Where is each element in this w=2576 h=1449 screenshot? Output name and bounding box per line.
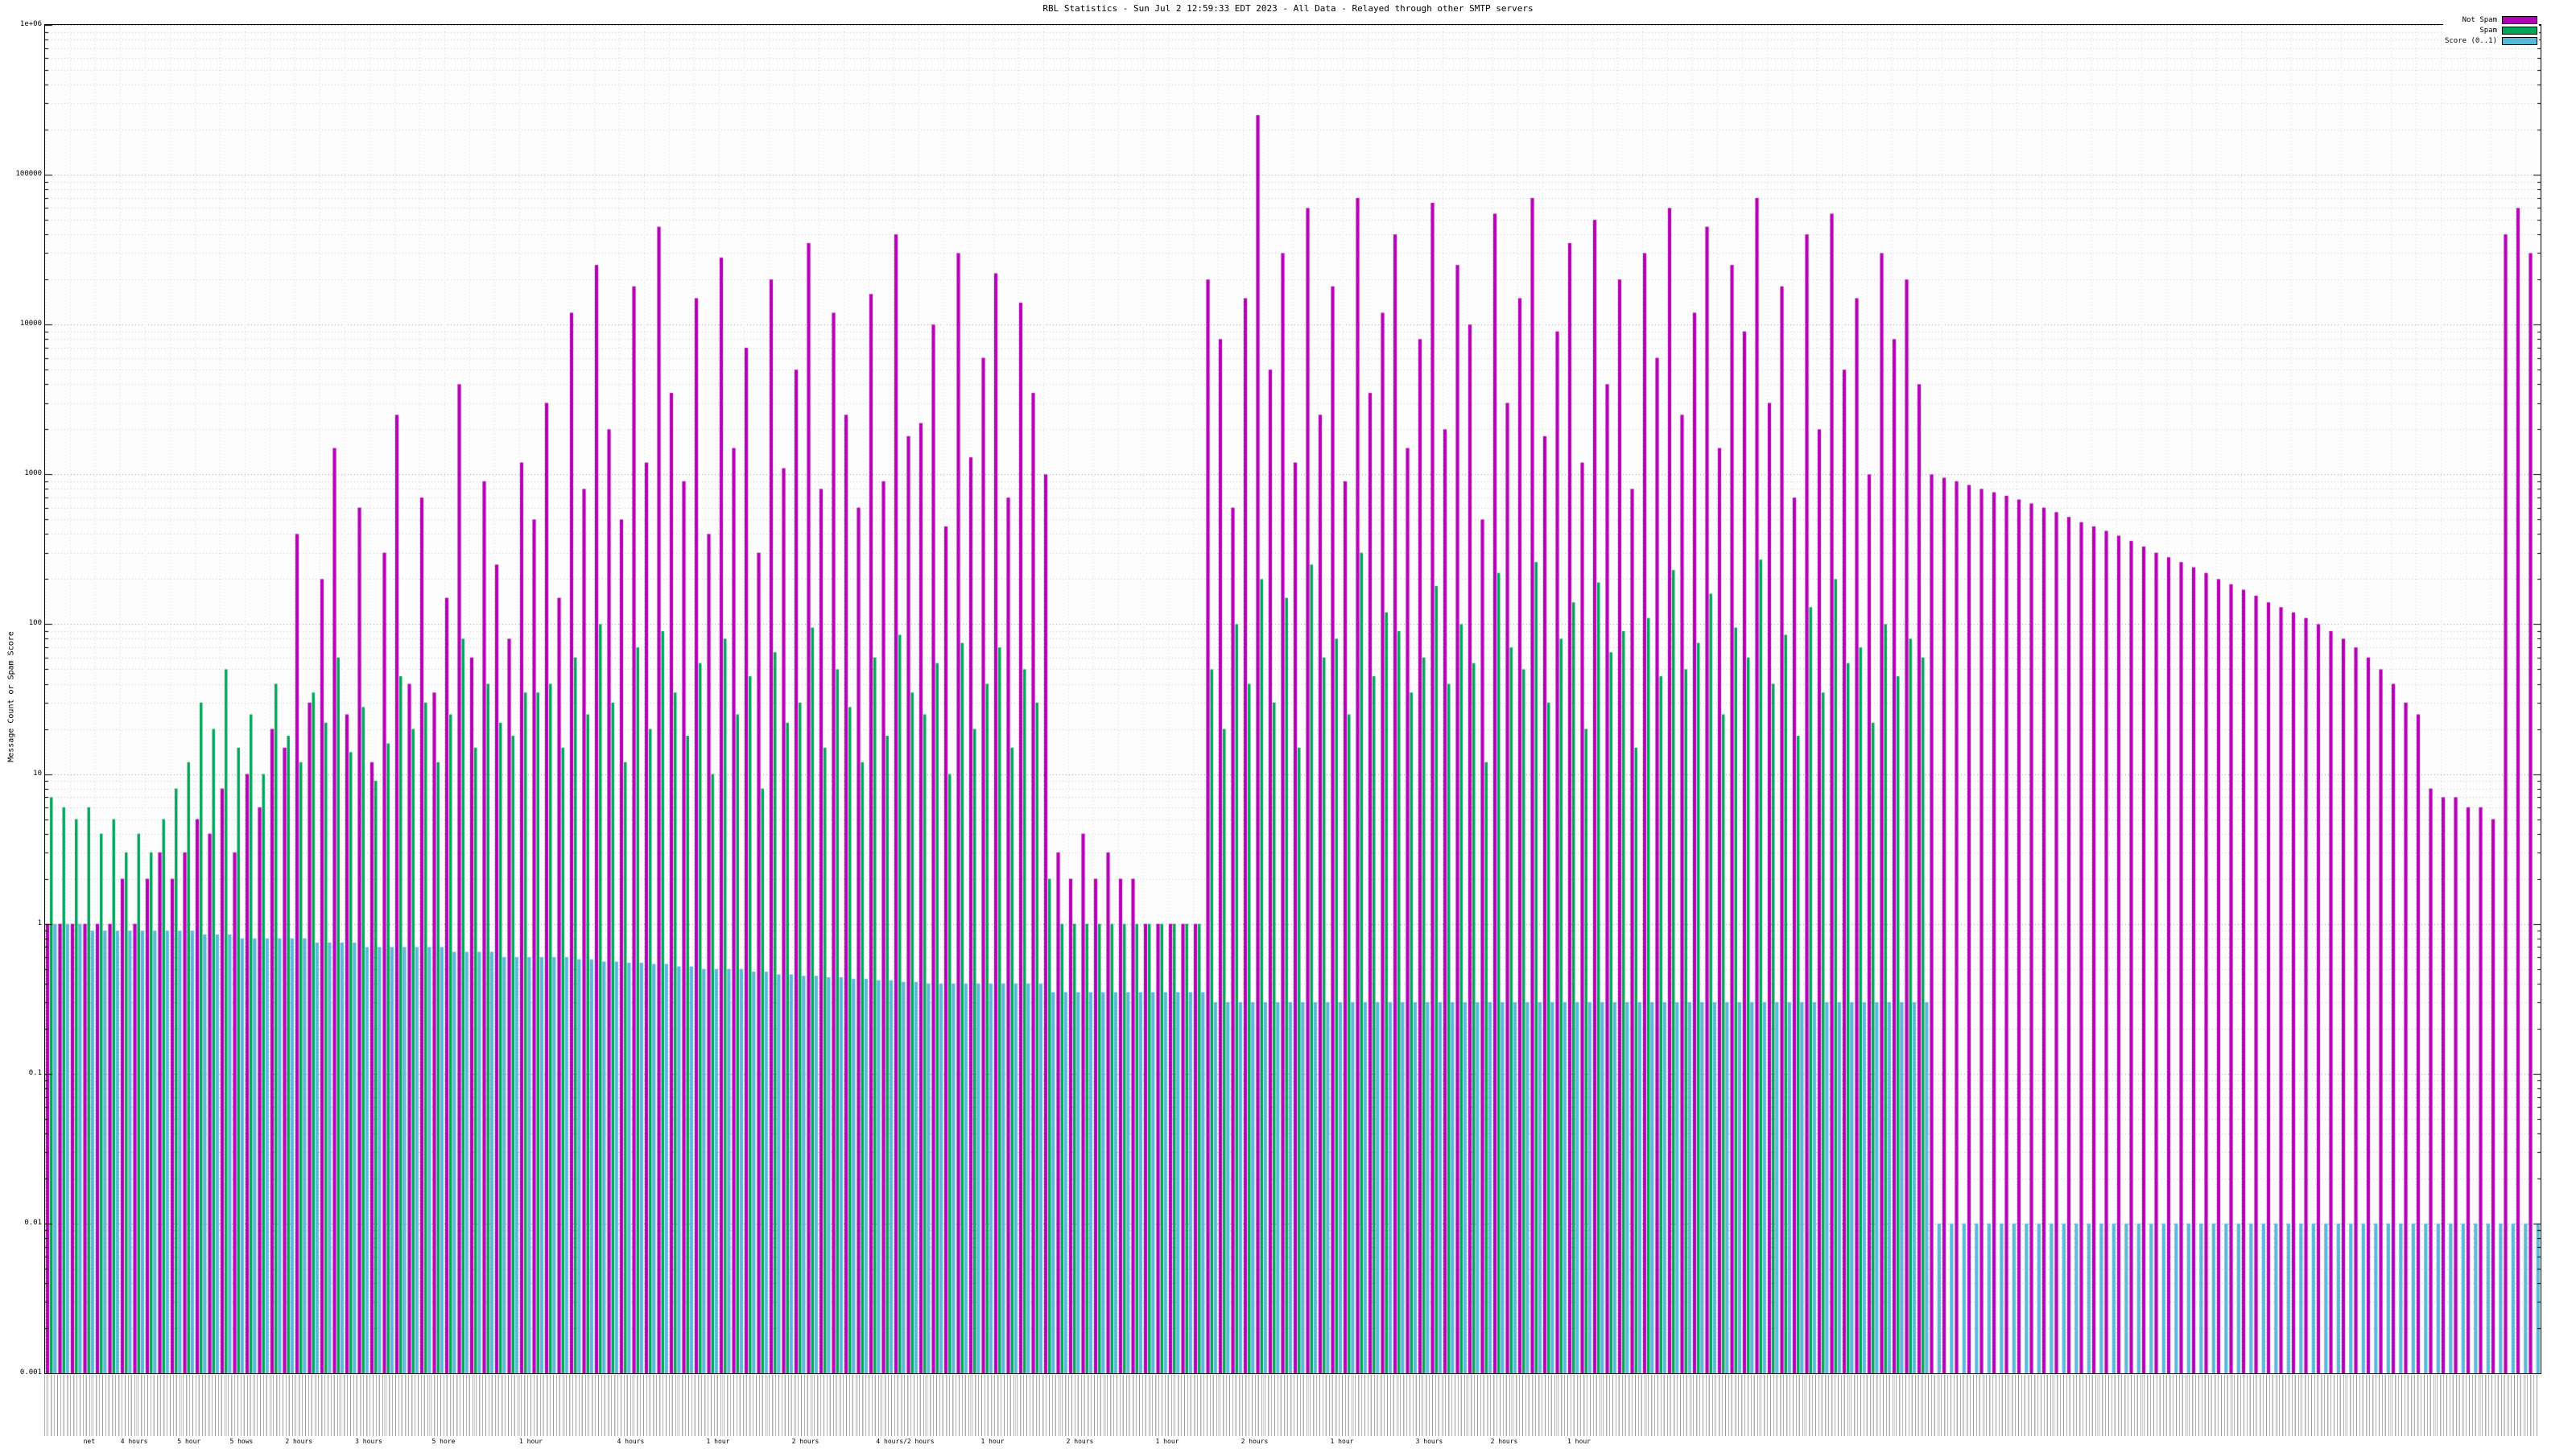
y-tick-label: 1000 <box>24 469 42 478</box>
legend-item-swatch <box>2502 26 2537 35</box>
x-cluster-label: 3 hours <box>355 1438 382 1445</box>
x-cluster-label: 1 hour <box>1330 1438 1354 1445</box>
x-cluster-label: 1 hour <box>1155 1438 1179 1445</box>
legend-item-label: Spam <box>2479 26 2497 35</box>
x-cluster-label: 5 hows <box>229 1438 254 1445</box>
legend-item-label: Not Spam <box>2462 15 2497 24</box>
chart-canvas <box>45 25 2541 1373</box>
y-tick-label: 100000 <box>15 170 42 179</box>
y-tick-label: 1e+06 <box>19 20 42 28</box>
legend-item-swatch <box>2502 36 2537 45</box>
x-cluster-label: 2 hours <box>1066 1438 1094 1445</box>
y-tick-label: 0.001 <box>19 1368 42 1377</box>
legend-item: Score (0..1) <box>2442 35 2539 46</box>
legend-item-label: Score (0..1) <box>2444 36 2497 45</box>
x-cluster-label: 4 hours <box>617 1438 645 1445</box>
x-tick-label-strip <box>44 1375 2540 1436</box>
y-tick-label: 0.1 <box>28 1068 42 1077</box>
x-cluster-label: 1 hour <box>980 1438 1005 1445</box>
x-cluster-label: 2 hours <box>791 1438 819 1445</box>
y-tick-label: 0.01 <box>24 1218 42 1227</box>
plot-area <box>44 24 2541 1374</box>
x-cluster-label: 5 hour <box>177 1438 201 1445</box>
x-cluster-label: 1 hour <box>1567 1438 1591 1445</box>
x-cluster-label: 5 hore <box>431 1438 456 1445</box>
x-cluster-label: 1 hour <box>706 1438 730 1445</box>
y-tick-label: 1 <box>37 919 42 927</box>
x-cluster-label: net <box>83 1438 96 1445</box>
x-cluster-label: 3 hours <box>1415 1438 1443 1445</box>
y-tick-label: 10000 <box>19 320 42 328</box>
legend-item: Spam <box>2442 25 2539 35</box>
y-tick-label: 10 <box>33 769 42 778</box>
y-axis-label: Message Count or Spam Score <box>6 631 16 762</box>
x-cluster-label: 2 hours <box>285 1438 313 1445</box>
x-cluster-label: 2 hours <box>1241 1438 1269 1445</box>
chart-title: RBL Statistics - Sun Jul 2 12:59:33 EDT … <box>1042 3 1534 14</box>
x-cluster-label: 2 hours <box>1490 1438 1518 1445</box>
x-cluster-label: 4 hours/2 hours <box>876 1438 935 1445</box>
x-cluster-label: 4 hours <box>120 1438 148 1445</box>
legend-item-swatch <box>2502 15 2537 24</box>
x-cluster-label: 1 hour <box>519 1438 543 1445</box>
legend-item: Not Spam <box>2442 14 2539 25</box>
y-tick-label: 100 <box>28 619 42 628</box>
legend: Not Spam Spam Score (0..1) <box>2442 14 2539 46</box>
x-cluster-labels: net 4 hours 5 hour 5 hows 2 hours 3 hours 5 ho… <box>44 1438 2540 1447</box>
